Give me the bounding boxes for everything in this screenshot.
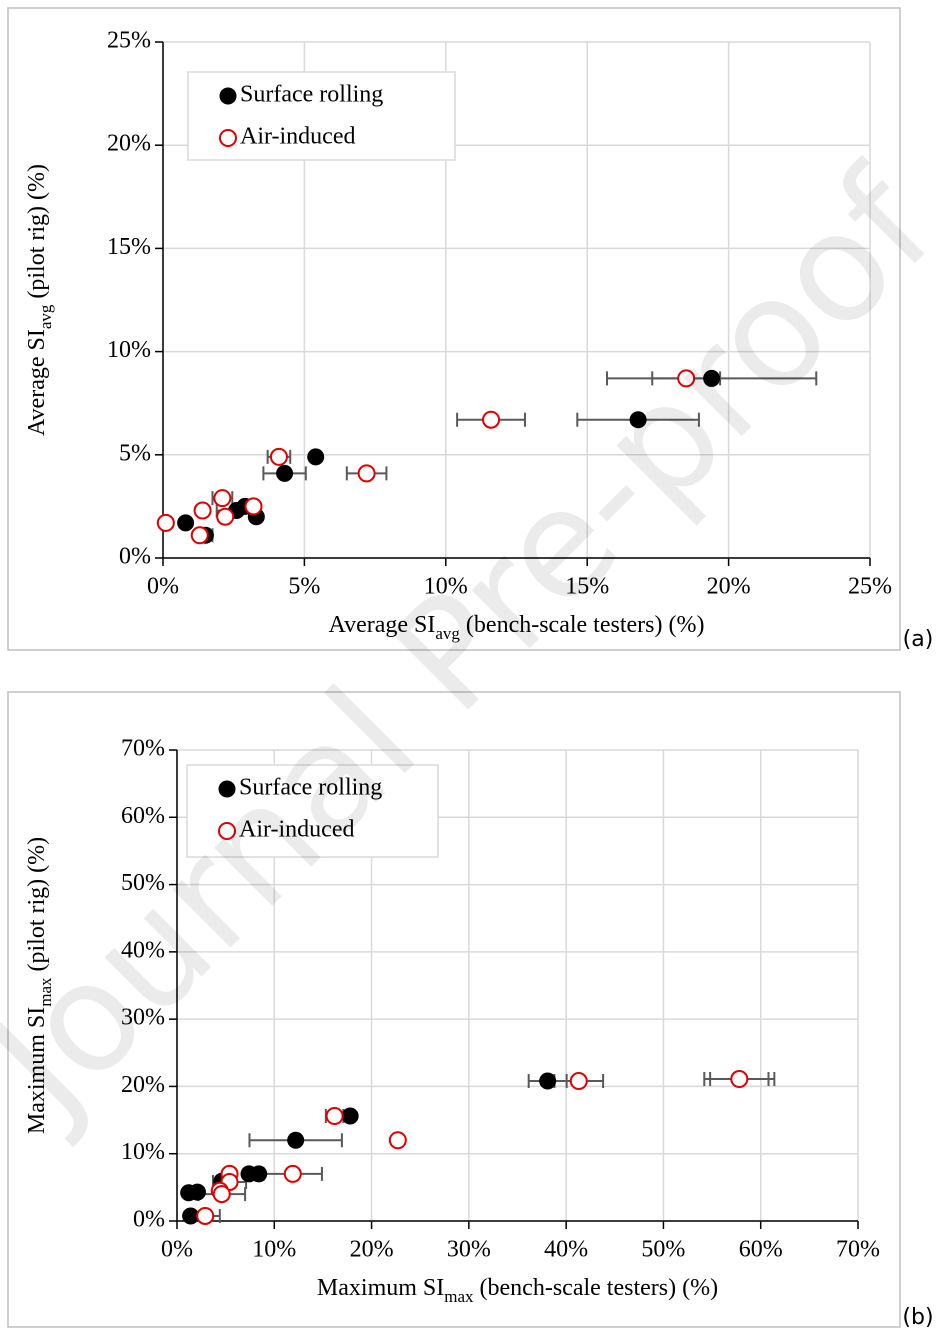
x-axis-label-main: Average SI [329, 612, 436, 638]
y-tick-label: 20% [121, 1072, 165, 1098]
x-axis-label: Maximum SImax (bench-scale testers) (%) [317, 1275, 718, 1307]
point [269, 447, 288, 466]
x-tick-label: 30% [447, 1237, 491, 1263]
y-tick-label: 0% [133, 1207, 165, 1233]
x-tick-label: 10% [424, 574, 468, 600]
point [244, 497, 263, 516]
legend-marker [218, 780, 236, 798]
legend-label: Air-induced [240, 124, 355, 150]
x-axis-label-sub: avg [435, 624, 460, 643]
point [569, 1072, 588, 1091]
y-tick-label: 40% [121, 937, 165, 963]
point [307, 448, 325, 466]
y-tick-label: 30% [121, 1005, 165, 1031]
chart: 0% 5% 10% 15% 20% 25% 0% 5% 10% 15% 20% 25% Average … [24, 28, 934, 653]
x-axis-label-rest: (bench-scale testers) (%) [460, 612, 705, 638]
y-axis-label-main: Maximum SI [24, 1007, 50, 1134]
y-tick-label: 25% [107, 28, 151, 54]
point [156, 513, 175, 532]
y-tick-label: 60% [121, 803, 165, 829]
point [388, 1131, 407, 1150]
legend-marker [219, 129, 237, 147]
legend-label: Air-induced [239, 817, 354, 843]
y-axis-label: Maximum SImax (pilot rig) (%) [24, 837, 56, 1134]
panel-label: (a) [903, 627, 934, 652]
x-tick-label: 20% [350, 1237, 394, 1263]
point [216, 507, 235, 526]
point [177, 514, 195, 532]
point [677, 369, 696, 388]
x-tick-label: 20% [707, 574, 751, 600]
chart: 0% 10% 20% 30% 40% 50% 60% 70% 0% 10% 20% 30% 40% 50%… [24, 736, 934, 1331]
point [341, 1107, 359, 1125]
y-axis-label-sub: max [36, 977, 55, 1007]
x-axis-label-sub: max [444, 1287, 474, 1306]
x-tick-label: 15% [565, 574, 609, 600]
legend-box [186, 764, 439, 858]
x-tick-label: 60% [739, 1237, 783, 1263]
y-axis-label-sub: avg [36, 304, 55, 329]
point [287, 1131, 305, 1149]
y-axis-label-main: Average SI [24, 329, 50, 436]
x-tick-label: 25% [848, 574, 892, 600]
x-tick-label: 50% [641, 1237, 685, 1263]
y-tick-label: 10% [107, 337, 151, 363]
point [283, 1164, 302, 1183]
watermark: Journal Pre-proof [0, 138, 951, 1152]
legend: Surface rolling Air-induced [186, 764, 439, 858]
legend-marker [219, 87, 237, 105]
y-axis-label-rest: (pilot rig) (%) [24, 164, 50, 305]
point [212, 1185, 231, 1204]
x-tick-label: 5% [288, 574, 320, 600]
point [629, 411, 647, 429]
x-axis-label-rest: (bench-scale testers) (%) [474, 1275, 719, 1301]
y-tick-label: 20% [107, 131, 151, 157]
point [276, 464, 294, 482]
plots: 0% 5% 10% 15% 20% 25% 0% 5% 10% 15% 20% 25% Average … [24, 28, 934, 1331]
x-tick-label: 70% [836, 1237, 880, 1263]
point [240, 1165, 258, 1183]
legend: Surface rolling Air-induced [187, 71, 456, 161]
point [190, 526, 209, 545]
x-tick-label: 40% [544, 1237, 588, 1263]
point [357, 464, 376, 483]
x-tick-label: 10% [252, 1237, 296, 1263]
legend-label: Surface rolling [240, 82, 383, 108]
x-axis-label-main: Maximum SI [317, 1275, 444, 1301]
y-tick-label: 15% [107, 234, 151, 260]
y-tick-label: 0% [119, 544, 151, 570]
legend-label: Surface rolling [239, 775, 382, 801]
x-axis-label: Average SIavg (bench-scale testers) (%) [329, 612, 705, 644]
panel-frame [7, 7, 901, 651]
legend-marker [218, 822, 236, 840]
point [703, 369, 721, 387]
point [539, 1072, 557, 1090]
panel-frame [7, 691, 901, 1328]
panel-label: (b) [902, 1305, 933, 1330]
x-tick-label: 0% [161, 1237, 193, 1263]
y-axis-label: Average SIavg (pilot rig) (%) [24, 164, 56, 436]
y-tick-label: 10% [121, 1139, 165, 1165]
point [482, 410, 501, 429]
point [180, 1184, 198, 1202]
point [213, 489, 232, 508]
point [196, 1206, 215, 1225]
y-tick-label: 5% [119, 440, 151, 466]
y-tick-label: 70% [121, 736, 165, 762]
x-tick-label: 0% [147, 574, 179, 600]
point [325, 1107, 344, 1126]
point [730, 1070, 749, 1089]
y-axis-label-rest: (pilot rig) (%) [24, 837, 50, 978]
y-tick-label: 50% [121, 870, 165, 896]
point [193, 501, 212, 520]
